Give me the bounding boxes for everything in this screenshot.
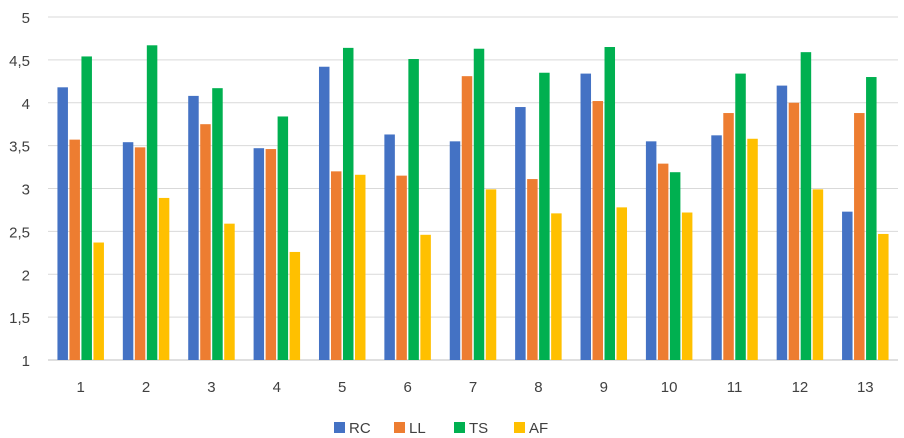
bar-ll-5 bbox=[330, 171, 342, 360]
bar-ts-6 bbox=[408, 59, 419, 360]
bar-af-3 bbox=[224, 223, 235, 360]
bar-af-9 bbox=[616, 207, 628, 360]
bar-rc-1 bbox=[57, 87, 68, 360]
y-tick-label: 4 bbox=[22, 96, 30, 113]
bar-ts-10 bbox=[669, 172, 681, 360]
bar-af-4 bbox=[289, 251, 301, 360]
legend-label-rc: RC bbox=[349, 420, 371, 437]
x-tick-label: 11 bbox=[727, 379, 743, 396]
legend-swatch-rc bbox=[334, 422, 345, 433]
bar-ll-13 bbox=[854, 113, 865, 360]
bar-ll-4 bbox=[265, 149, 277, 360]
x-tick-label: 6 bbox=[403, 379, 411, 396]
x-tick-label: 13 bbox=[857, 379, 874, 396]
bar-ts-11 bbox=[735, 73, 746, 360]
y-tick-label: 2 bbox=[22, 267, 30, 284]
bars bbox=[57, 45, 889, 361]
bar-af-1 bbox=[93, 242, 104, 360]
gridlines bbox=[48, 16, 898, 361]
bar-ll-1 bbox=[69, 139, 80, 360]
bar-af-12 bbox=[812, 189, 824, 360]
bar-rc-5 bbox=[318, 66, 330, 361]
bar-af-7 bbox=[485, 189, 497, 360]
bar-ll-10 bbox=[657, 163, 669, 360]
x-tick-label: 4 bbox=[273, 379, 281, 396]
bar-ts-13 bbox=[866, 77, 877, 361]
bar-ll-2 bbox=[134, 147, 146, 360]
bar-ts-5 bbox=[342, 47, 354, 361]
bar-af-5 bbox=[354, 174, 366, 360]
y-tick-label: 1 bbox=[22, 353, 30, 370]
x-tick-label: 7 bbox=[469, 379, 477, 396]
bar-ts-1 bbox=[81, 56, 92, 360]
bar-ll-6 bbox=[396, 175, 407, 360]
bar-ll-12 bbox=[788, 102, 800, 360]
legend: RC LL TS AF bbox=[334, 420, 548, 437]
bar-af-2 bbox=[158, 197, 170, 360]
bar-af-10 bbox=[681, 212, 693, 360]
y-tick-label: 3,5 bbox=[9, 139, 30, 156]
bar-rc-13 bbox=[842, 211, 853, 360]
bar-ll-9 bbox=[592, 101, 604, 360]
y-tick-label: 1,5 bbox=[9, 310, 30, 327]
bar-af-13 bbox=[878, 233, 889, 360]
bar-rc-10 bbox=[645, 141, 657, 360]
x-tick-label: 12 bbox=[792, 379, 809, 396]
bar-af-8 bbox=[551, 213, 562, 360]
bar-ll-7 bbox=[461, 76, 473, 360]
bar-rc-4 bbox=[253, 148, 265, 360]
bar-rc-7 bbox=[449, 141, 461, 360]
bar-af-11 bbox=[747, 138, 758, 360]
bar-ts-3 bbox=[212, 88, 223, 361]
legend-swatch-af bbox=[514, 422, 525, 433]
x-tick-label: 2 bbox=[142, 379, 150, 396]
bar-ll-3 bbox=[200, 124, 211, 360]
bar-rc-6 bbox=[384, 134, 395, 360]
y-tick-label: 4,5 bbox=[9, 53, 30, 70]
bar-ll-8 bbox=[527, 179, 538, 360]
bar-ll-11 bbox=[723, 113, 734, 360]
legend-label-ll: LL bbox=[409, 420, 426, 437]
bar-rc-9 bbox=[580, 73, 592, 360]
legend-label-ts: TS bbox=[469, 420, 488, 437]
legend-label-af: AF bbox=[529, 420, 548, 437]
bar-ts-2 bbox=[146, 45, 158, 361]
x-tick-label: 5 bbox=[338, 379, 346, 396]
x-tick-label: 1 bbox=[77, 379, 85, 396]
x-tick-label: 8 bbox=[534, 379, 542, 396]
bar-rc-12 bbox=[776, 85, 788, 360]
bar-rc-2 bbox=[122, 142, 134, 360]
bar-rc-3 bbox=[188, 95, 199, 360]
x-tick-label: 9 bbox=[600, 379, 608, 396]
y-tick-label: 5 bbox=[22, 10, 30, 27]
x-tick-label: 3 bbox=[207, 379, 215, 396]
y-tick-label: 2,5 bbox=[9, 224, 30, 241]
bar-rc-11 bbox=[711, 135, 722, 360]
bar-rc-8 bbox=[515, 107, 526, 360]
bar-ts-12 bbox=[800, 52, 812, 360]
bar-ts-9 bbox=[604, 47, 616, 360]
y-axis-ticks: 1 1,5 2 2,5 3 3,5 4 4,5 5 bbox=[9, 10, 30, 370]
x-tick-label: 10 bbox=[661, 379, 678, 396]
bar-ts-7 bbox=[473, 48, 485, 360]
legend-swatch-ll bbox=[394, 422, 405, 433]
legend-swatch-ts bbox=[454, 422, 465, 433]
bar-ts-4 bbox=[277, 116, 289, 360]
y-tick-label: 3 bbox=[22, 182, 30, 199]
x-axis-ticks: 1 2 3 4 5 6 7 8 9 10 11 12 13 bbox=[77, 379, 874, 396]
bar-ts-8 bbox=[539, 72, 550, 361]
bar-af-6 bbox=[420, 234, 431, 360]
